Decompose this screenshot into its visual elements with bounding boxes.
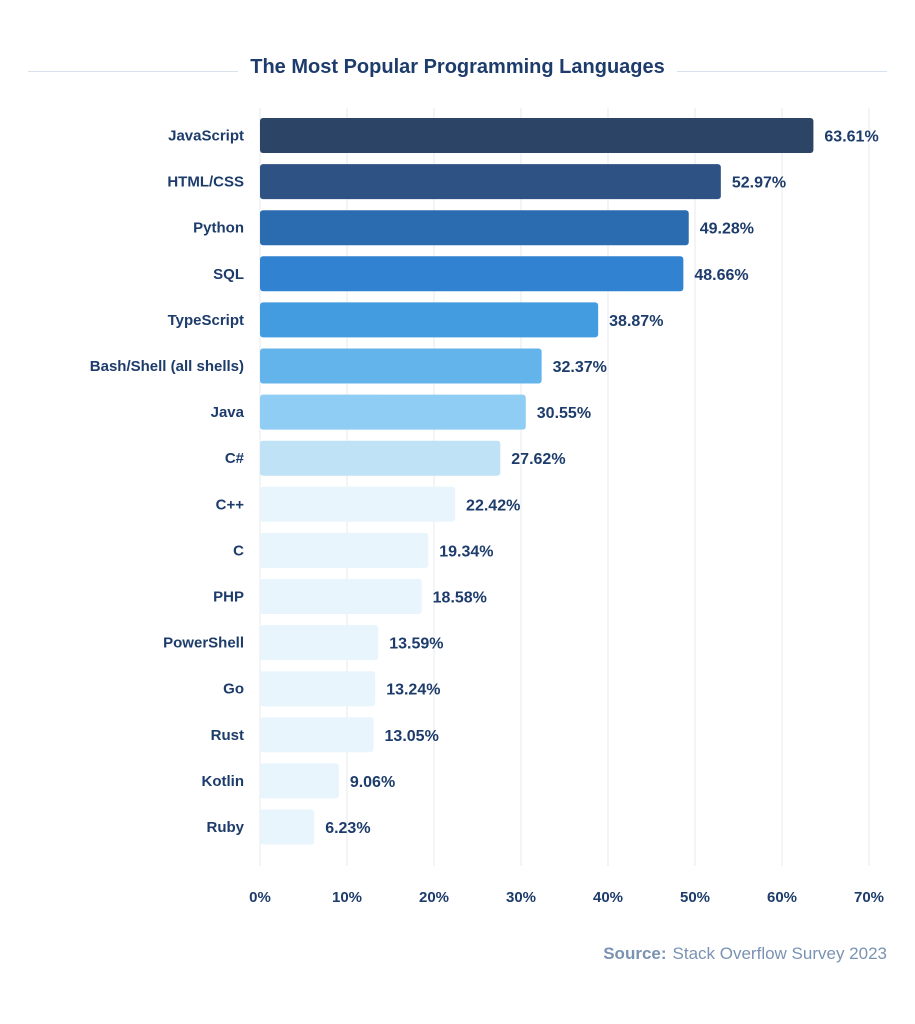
data-label: 30.55% — [537, 405, 591, 422]
bar — [260, 118, 814, 153]
bar — [260, 440, 501, 476]
data-label: 52.97% — [732, 175, 786, 192]
bar — [260, 625, 379, 661]
source-label: Source: — [603, 944, 667, 963]
bar — [260, 717, 374, 753]
bar — [260, 671, 376, 707]
x-tick-label: 40% — [593, 889, 623, 906]
x-tick-label: 20% — [419, 889, 449, 906]
bar — [260, 809, 315, 845]
data-label: 18.58% — [433, 590, 487, 607]
bar — [260, 256, 684, 292]
category-label: C# — [225, 450, 245, 467]
data-label: 38.87% — [609, 313, 663, 330]
category-label: Ruby — [207, 819, 245, 836]
bar — [260, 394, 526, 430]
data-label: 32.37% — [553, 359, 607, 376]
bar — [260, 532, 429, 568]
bar — [260, 302, 599, 338]
bar — [260, 348, 542, 384]
data-label: 13.05% — [385, 728, 439, 745]
bar — [260, 763, 339, 799]
bar — [260, 486, 456, 522]
category-label: Bash/Shell (all shells) — [90, 358, 244, 375]
category-label: JavaScript — [168, 128, 244, 145]
x-tick-label: 70% — [854, 889, 884, 906]
x-tick-label: 30% — [506, 889, 536, 906]
category-label: Java — [211, 404, 245, 421]
category-label: Python — [193, 220, 244, 237]
chart-title: The Most Popular Programming Languages — [238, 56, 677, 78]
data-label: 19.34% — [439, 543, 493, 560]
source-text: Stack Overflow Survey 2023 — [672, 944, 887, 963]
bar — [260, 579, 422, 614]
x-tick-label: 10% — [332, 889, 362, 906]
category-label: Kotlin — [202, 773, 245, 790]
category-label: TypeScript — [168, 312, 244, 329]
category-label: PowerShell — [163, 635, 244, 652]
data-label: 9.06% — [350, 774, 395, 791]
data-label: 13.24% — [386, 682, 440, 699]
category-label: Go — [223, 681, 244, 698]
category-label: C — [233, 542, 244, 559]
data-label: 13.59% — [389, 636, 443, 653]
x-tick-label: 50% — [680, 889, 710, 906]
category-label: HTML/CSS — [167, 174, 244, 191]
bar — [260, 210, 689, 246]
category-label: Rust — [211, 727, 244, 744]
chart-title-wrap: The Most Popular Programming Languages — [28, 56, 887, 86]
category-label: SQL — [213, 266, 244, 283]
x-tick-label: 60% — [767, 889, 797, 906]
data-label: 48.66% — [694, 267, 748, 284]
data-label: 63.61% — [824, 129, 878, 146]
bar — [260, 164, 721, 200]
data-label: 27.62% — [511, 451, 565, 468]
data-label: 6.23% — [325, 820, 370, 837]
category-label: C++ — [216, 496, 245, 513]
data-label: 49.28% — [700, 221, 754, 238]
source-note: Source: Stack Overflow Survey 2023 — [603, 944, 887, 964]
x-tick-label: 0% — [249, 889, 271, 906]
category-label: PHP — [213, 589, 244, 606]
data-label: 22.42% — [466, 497, 520, 514]
